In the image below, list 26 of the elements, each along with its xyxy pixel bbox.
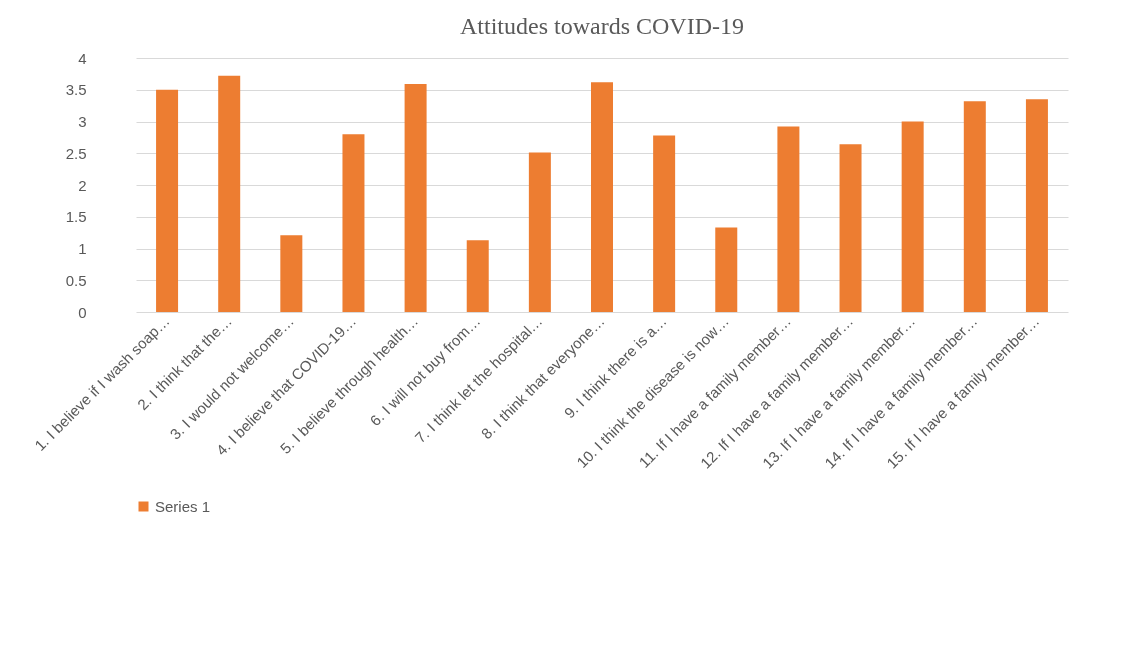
bar [1025, 99, 1048, 312]
bar [466, 240, 489, 312]
bar [839, 144, 862, 312]
y-tick-label: 3.5 [65, 81, 87, 99]
y-tick-label: 1 [78, 240, 87, 257]
y-tick-label: 0.5 [65, 271, 87, 289]
bar [404, 84, 427, 312]
y-tick-label: 3 [78, 113, 87, 130]
bar [156, 89, 179, 312]
chart-title: Attitudes towards COVID-19 [460, 13, 744, 39]
y-tick-label: 4 [78, 49, 87, 67]
legend-label: Series 1 [155, 497, 211, 515]
y-tick-label: 2.5 [65, 144, 87, 162]
bar [901, 121, 924, 312]
bar [218, 75, 241, 312]
y-tick-label: 1.5 [65, 208, 87, 226]
y-tick-label: 0 [78, 303, 87, 321]
bar [715, 227, 738, 312]
bar [280, 235, 303, 312]
y-tick-label: 2 [78, 176, 87, 194]
bar [342, 134, 365, 312]
bar [777, 126, 800, 312]
bar [963, 101, 986, 312]
bar [528, 152, 551, 312]
bar [591, 82, 613, 312]
bar [653, 135, 676, 312]
